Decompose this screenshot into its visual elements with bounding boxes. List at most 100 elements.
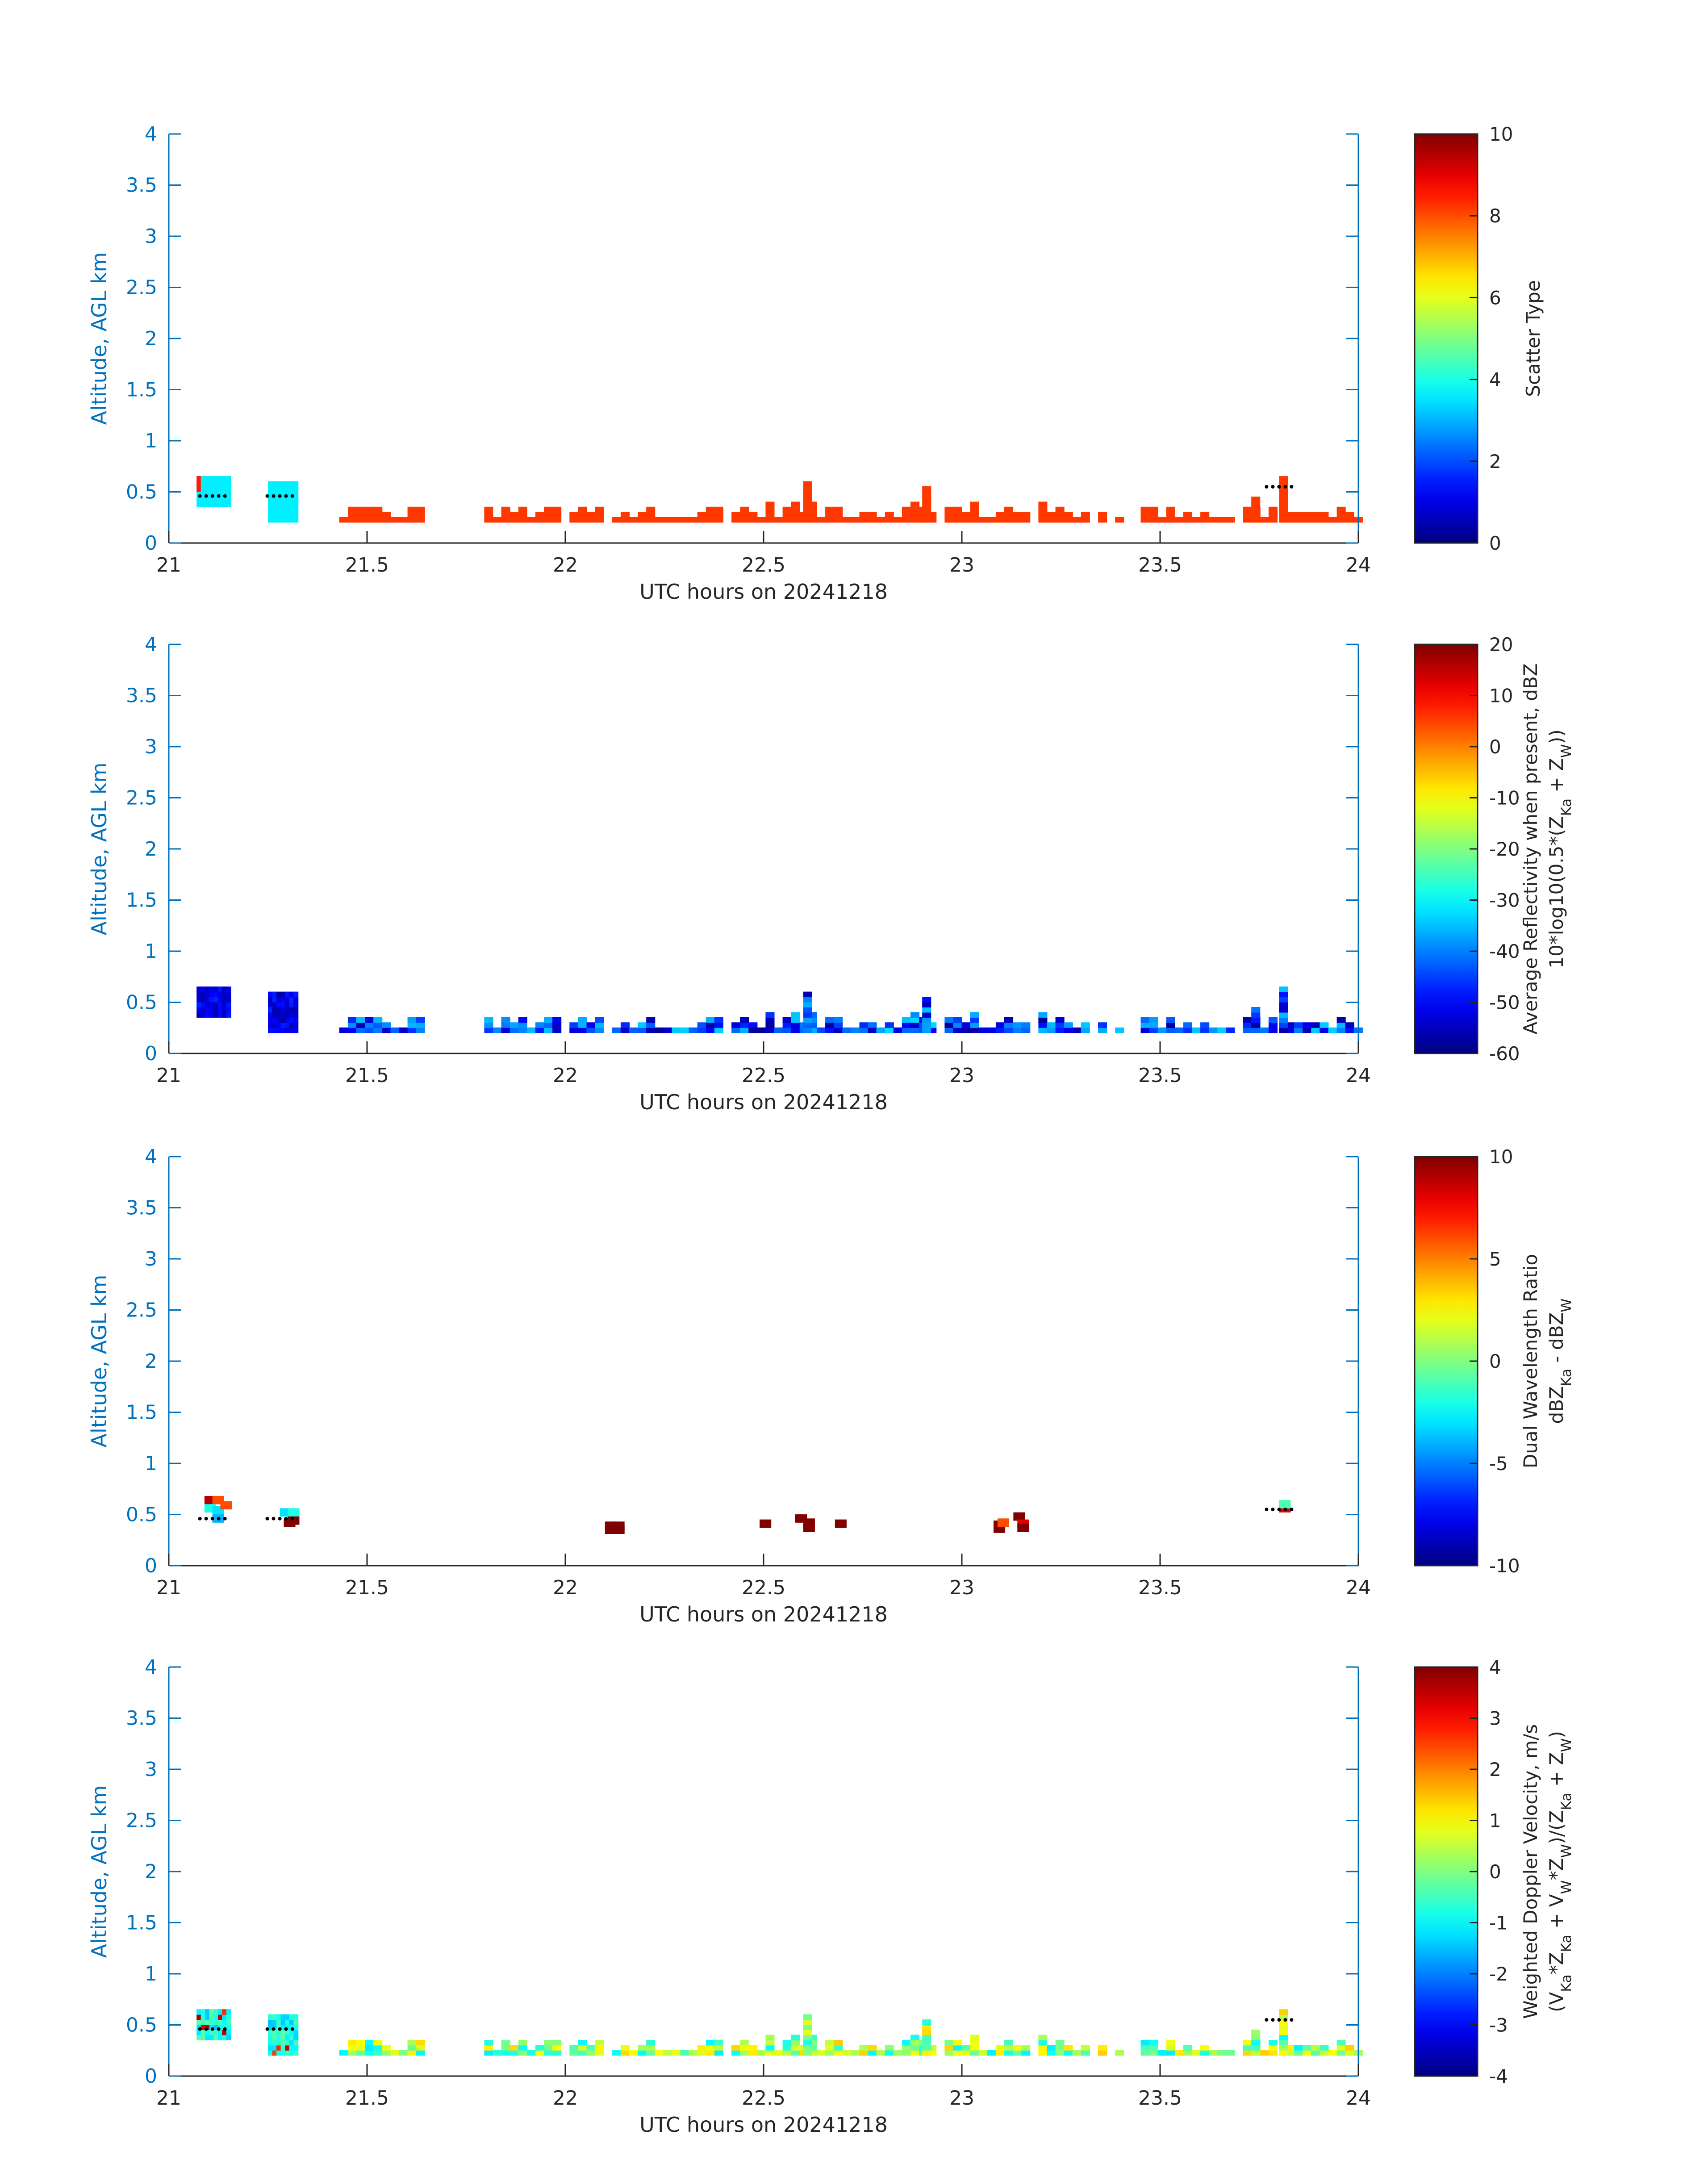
data-cell (1013, 517, 1022, 523)
cloud-base-dot (290, 1517, 294, 1521)
data-cell (782, 1022, 792, 1028)
data-cell (1149, 1017, 1158, 1023)
data-cell (1021, 2050, 1031, 2056)
data-cell (196, 2009, 202, 2015)
data-cell (552, 512, 562, 518)
y-tick-label: 2 (145, 838, 157, 861)
data-cell (285, 2039, 290, 2046)
cloud-base-dot (1290, 2018, 1294, 2022)
data-cell (209, 501, 214, 507)
data-cell (289, 1002, 294, 1007)
data-cell (1268, 2039, 1278, 2046)
data-cell (953, 512, 962, 518)
data-cell (226, 1012, 231, 1018)
data-cell (272, 2024, 277, 2030)
data-cell (569, 512, 579, 518)
data-cell (961, 512, 971, 518)
data-cell (501, 2039, 510, 2046)
data-cell (791, 506, 800, 513)
cloud-base-dot (1283, 485, 1287, 489)
x-tick-label: 21 (156, 554, 181, 577)
data-cell (222, 486, 227, 492)
data-cell (535, 1027, 545, 1033)
data-cell (970, 1012, 979, 1018)
x-tick-label: 23 (949, 2087, 974, 2110)
data-cell (1149, 512, 1158, 518)
data-cell (1098, 1027, 1107, 1033)
data-cell (280, 1027, 286, 1033)
data-cell (200, 476, 206, 482)
data-cell (268, 481, 273, 487)
data-cell (272, 2019, 277, 2025)
data-cell (1038, 2035, 1048, 2040)
data-cell (1064, 2045, 1073, 2051)
data-cell (280, 517, 286, 523)
data-cell (222, 1002, 227, 1007)
data-cell (222, 2009, 227, 2015)
data-cell (697, 517, 706, 523)
data-cell (285, 2014, 290, 2020)
data-cell (672, 517, 681, 523)
data-cell (544, 2039, 553, 2046)
data-cell (196, 2014, 202, 2020)
colorbar: 0 2 4 6 8 10 Scatter Type (1414, 123, 1544, 554)
data-cell (205, 481, 210, 487)
data-cell (382, 1027, 391, 1033)
data-cell (731, 1027, 741, 1033)
data-cell (1157, 1027, 1167, 1033)
colorbar-tick-label: 6 (1489, 287, 1501, 309)
cloud-base-dot (210, 1517, 214, 1521)
data-cell (961, 2045, 971, 2051)
data-cell (509, 2050, 519, 2056)
data-cell (1115, 517, 1124, 523)
data-cell (544, 2045, 553, 2051)
colorbar-tick-label: -1 (1489, 1912, 1508, 1934)
data-cell (1183, 1027, 1192, 1033)
data-cell (373, 512, 383, 518)
data-cell (196, 986, 202, 992)
data-cell (757, 1027, 766, 1033)
data-cell (1251, 1027, 1261, 1033)
data-cell (276, 1017, 282, 1023)
colorbar-tick-label: -10 (1489, 787, 1520, 809)
data-cell (978, 1027, 988, 1033)
data-cell (765, 2045, 775, 2051)
data-cell (1098, 2045, 1107, 2051)
data-cell (1174, 2050, 1184, 2056)
y-tick-label: 3 (145, 225, 157, 248)
cloud-base-dot (198, 2027, 202, 2031)
data-cell (276, 512, 282, 518)
data-cell (272, 2045, 277, 2051)
data-cell (629, 1027, 639, 1033)
data-cell (268, 501, 273, 507)
data-cell (276, 997, 282, 1003)
data-cell (518, 2039, 527, 2046)
data-cell (922, 501, 931, 507)
data-cell (209, 1007, 214, 1013)
data-cell (365, 1027, 374, 1033)
data-cell (1336, 1017, 1346, 1023)
cloud-base-dot (217, 494, 221, 498)
data-cell (365, 2039, 374, 2046)
y-tick-label: 1 (145, 940, 157, 963)
data-cell (1192, 2050, 1201, 2056)
data-cell (1004, 512, 1014, 518)
data-cell (1013, 1512, 1025, 1521)
data-cell (910, 2039, 920, 2046)
data-cell (272, 481, 277, 487)
data-cell (276, 2050, 282, 2056)
data-cell (782, 517, 792, 523)
data-cell (200, 1002, 206, 1007)
data-cell (289, 2019, 294, 2025)
data-cell (825, 2050, 835, 2056)
data-cell (399, 1027, 408, 1033)
data-cell (293, 486, 299, 492)
data-cell (1149, 2050, 1158, 2056)
data-cell (205, 997, 210, 1003)
data-cell (213, 1007, 219, 1013)
data-cell (1166, 1017, 1175, 1023)
colorbar: -60 -50 -40 -30 -20 -10 0 10 20 Average Reflectiv… (1414, 634, 1574, 1065)
colorbar-label: dBZKa - dBZW (1545, 1299, 1574, 1424)
data-cell (748, 512, 758, 518)
data-cell (1303, 2045, 1312, 2051)
